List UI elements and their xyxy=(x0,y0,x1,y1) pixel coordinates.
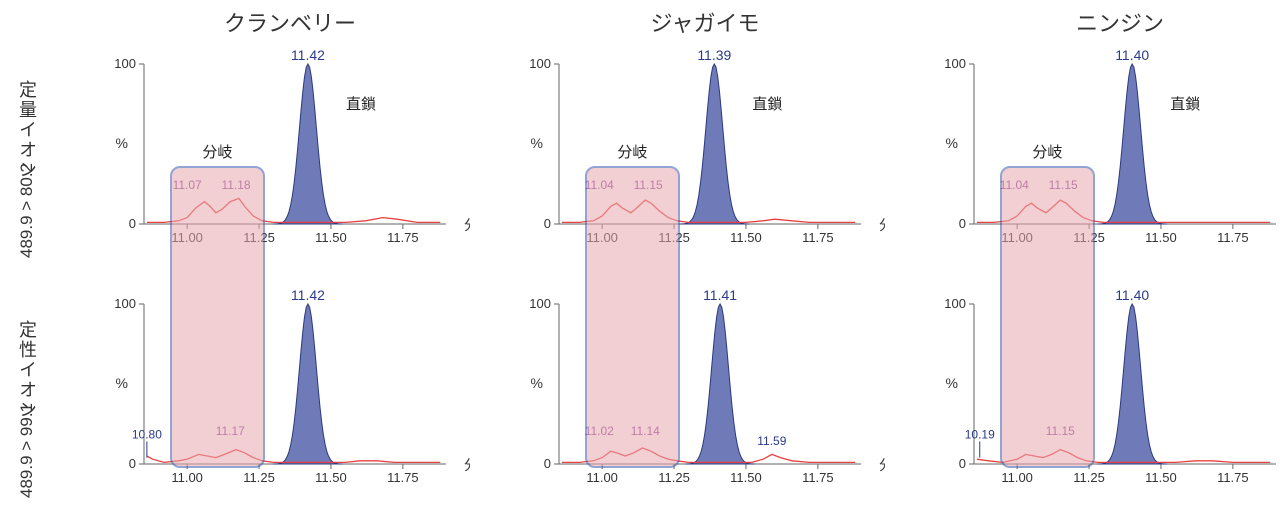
column-title: クランベリー xyxy=(140,6,440,38)
svg-text:11.41: 11.41 xyxy=(703,290,737,303)
svg-text:%: % xyxy=(116,375,128,391)
svg-text:11.07: 11.07 xyxy=(173,178,202,192)
svg-text:%: % xyxy=(116,135,128,151)
svg-text:11.25: 11.25 xyxy=(1073,230,1105,245)
svg-text:分: 分 xyxy=(464,217,470,233)
svg-text:11.75: 11.75 xyxy=(802,470,834,485)
svg-text:0: 0 xyxy=(544,216,551,231)
chromatogram-svg: 0100%11.0011.2511.5011.75分PFOS11.39直鎖分岐1… xyxy=(525,50,885,260)
svg-text:11.50: 11.50 xyxy=(730,470,762,485)
svg-text:100: 100 xyxy=(944,296,966,311)
svg-text:100: 100 xyxy=(114,56,136,71)
main-peak xyxy=(273,64,342,224)
svg-text:100: 100 xyxy=(529,56,551,71)
chromatogram-panel: 0100%11.0011.2511.5011.75分PFOS11.42直鎖分岐1… xyxy=(110,50,470,260)
svg-text:11.40: 11.40 xyxy=(1115,290,1149,303)
svg-text:11.25: 11.25 xyxy=(1073,470,1105,485)
svg-text:11.42: 11.42 xyxy=(291,50,325,63)
svg-text:11.17: 11.17 xyxy=(216,424,245,438)
main-peak xyxy=(680,64,749,224)
svg-text:10.80: 10.80 xyxy=(132,427,162,441)
chromatogram-panel: 0100%11.0011.2511.5011.75分PFOS11.4010.19… xyxy=(940,290,1280,500)
svg-text:0: 0 xyxy=(544,456,551,471)
svg-text:11.04: 11.04 xyxy=(1000,178,1029,192)
svg-text:分岐: 分岐 xyxy=(617,144,647,161)
svg-text:11.25: 11.25 xyxy=(658,470,690,485)
main-peak xyxy=(1098,64,1167,224)
svg-text:%: % xyxy=(531,375,543,391)
column-title: ジャガイモ xyxy=(555,6,855,38)
row-label-mz: 489.9 > 80.2 xyxy=(17,220,37,258)
svg-text:11.59: 11.59 xyxy=(757,434,786,448)
svg-text:分: 分 xyxy=(879,217,885,233)
svg-text:11.75: 11.75 xyxy=(1217,230,1249,245)
svg-text:100: 100 xyxy=(114,296,136,311)
svg-text:11.50: 11.50 xyxy=(1145,230,1177,245)
svg-text:直鎖: 直鎖 xyxy=(346,96,376,113)
svg-text:10.19: 10.19 xyxy=(965,427,995,441)
main-peak xyxy=(273,304,342,464)
svg-text:11.75: 11.75 xyxy=(387,470,419,485)
chromatogram-svg: 0100%11.0011.2511.5011.75分PFOS11.42直鎖分岐1… xyxy=(110,50,470,260)
svg-text:11.39: 11.39 xyxy=(697,50,731,63)
svg-text:直鎖: 直鎖 xyxy=(1170,96,1200,113)
svg-text:0: 0 xyxy=(959,456,966,471)
chromatogram-panel: 0100%11.0011.2511.5011.75分PFOS11.40直鎖分岐1… xyxy=(940,50,1280,260)
chromatogram-svg: 0100%11.0011.2511.5011.75分PFOS11.4210.80… xyxy=(110,290,470,500)
svg-text:11.04: 11.04 xyxy=(585,178,614,192)
svg-text:分: 分 xyxy=(879,457,885,473)
svg-text:分: 分 xyxy=(464,457,470,473)
svg-text:分岐: 分岐 xyxy=(1032,144,1062,161)
svg-text:11.50: 11.50 xyxy=(315,230,347,245)
chromatogram-panel: 0100%11.0011.2511.5011.75分PFOS11.4111.02… xyxy=(525,290,885,500)
svg-text:11.75: 11.75 xyxy=(1217,470,1249,485)
svg-text:11.75: 11.75 xyxy=(387,230,419,245)
svg-text:%: % xyxy=(946,135,958,151)
svg-text:11.75: 11.75 xyxy=(802,230,834,245)
row-label: 定性イオン489.9 > 99.1 xyxy=(8,320,46,500)
chromatogram-svg: 0100%11.0011.2511.5011.75分PFOS11.4010.19… xyxy=(940,290,1280,500)
svg-text:11.42: 11.42 xyxy=(291,290,325,303)
column-title: ニンジン xyxy=(970,6,1270,38)
svg-text:11.15: 11.15 xyxy=(1049,178,1078,192)
svg-text:直鎖: 直鎖 xyxy=(752,96,782,113)
svg-text:11.15: 11.15 xyxy=(1046,424,1075,438)
svg-text:11.00: 11.00 xyxy=(1001,470,1033,485)
chromatogram-svg: 0100%11.0011.2511.5011.75分PFOS11.40直鎖分岐1… xyxy=(940,50,1280,260)
svg-text:11.00: 11.00 xyxy=(586,470,618,485)
chromatogram-panel: 0100%11.0011.2511.5011.75分PFOS11.39直鎖分岐1… xyxy=(525,50,885,260)
svg-text:11.15: 11.15 xyxy=(634,178,663,192)
chromatogram-svg: 0100%11.0011.2511.5011.75分PFOS11.4111.02… xyxy=(525,290,885,500)
svg-text:11.25: 11.25 xyxy=(658,230,690,245)
svg-text:100: 100 xyxy=(529,296,551,311)
chromatogram-panel: 0100%11.0011.2511.5011.75分PFOS11.4210.80… xyxy=(110,290,470,500)
svg-text:11.14: 11.14 xyxy=(631,424,660,438)
svg-text:11.00: 11.00 xyxy=(1001,230,1033,245)
svg-text:11.00: 11.00 xyxy=(171,230,203,245)
svg-text:0: 0 xyxy=(129,216,136,231)
main-peak xyxy=(686,304,755,464)
row-label: 定量イオン489.9 > 80.2 xyxy=(8,80,46,260)
svg-text:11.00: 11.00 xyxy=(586,230,618,245)
main-peak xyxy=(1098,304,1167,464)
svg-text:%: % xyxy=(946,375,958,391)
svg-text:11.50: 11.50 xyxy=(730,230,762,245)
svg-text:11.18: 11.18 xyxy=(221,178,250,192)
svg-text:0: 0 xyxy=(129,456,136,471)
svg-text:11.02: 11.02 xyxy=(585,424,614,438)
svg-text:11.00: 11.00 xyxy=(171,470,203,485)
svg-text:11.25: 11.25 xyxy=(243,230,275,245)
svg-text:11.25: 11.25 xyxy=(243,470,275,485)
svg-text:%: % xyxy=(531,135,543,151)
svg-text:11.50: 11.50 xyxy=(315,470,347,485)
svg-text:分岐: 分岐 xyxy=(202,144,232,161)
svg-text:100: 100 xyxy=(944,56,966,71)
svg-text:0: 0 xyxy=(959,216,966,231)
svg-text:11.50: 11.50 xyxy=(1145,470,1177,485)
row-label-mz: 489.9 > 99.1 xyxy=(17,460,37,498)
svg-text:11.40: 11.40 xyxy=(1115,50,1149,63)
